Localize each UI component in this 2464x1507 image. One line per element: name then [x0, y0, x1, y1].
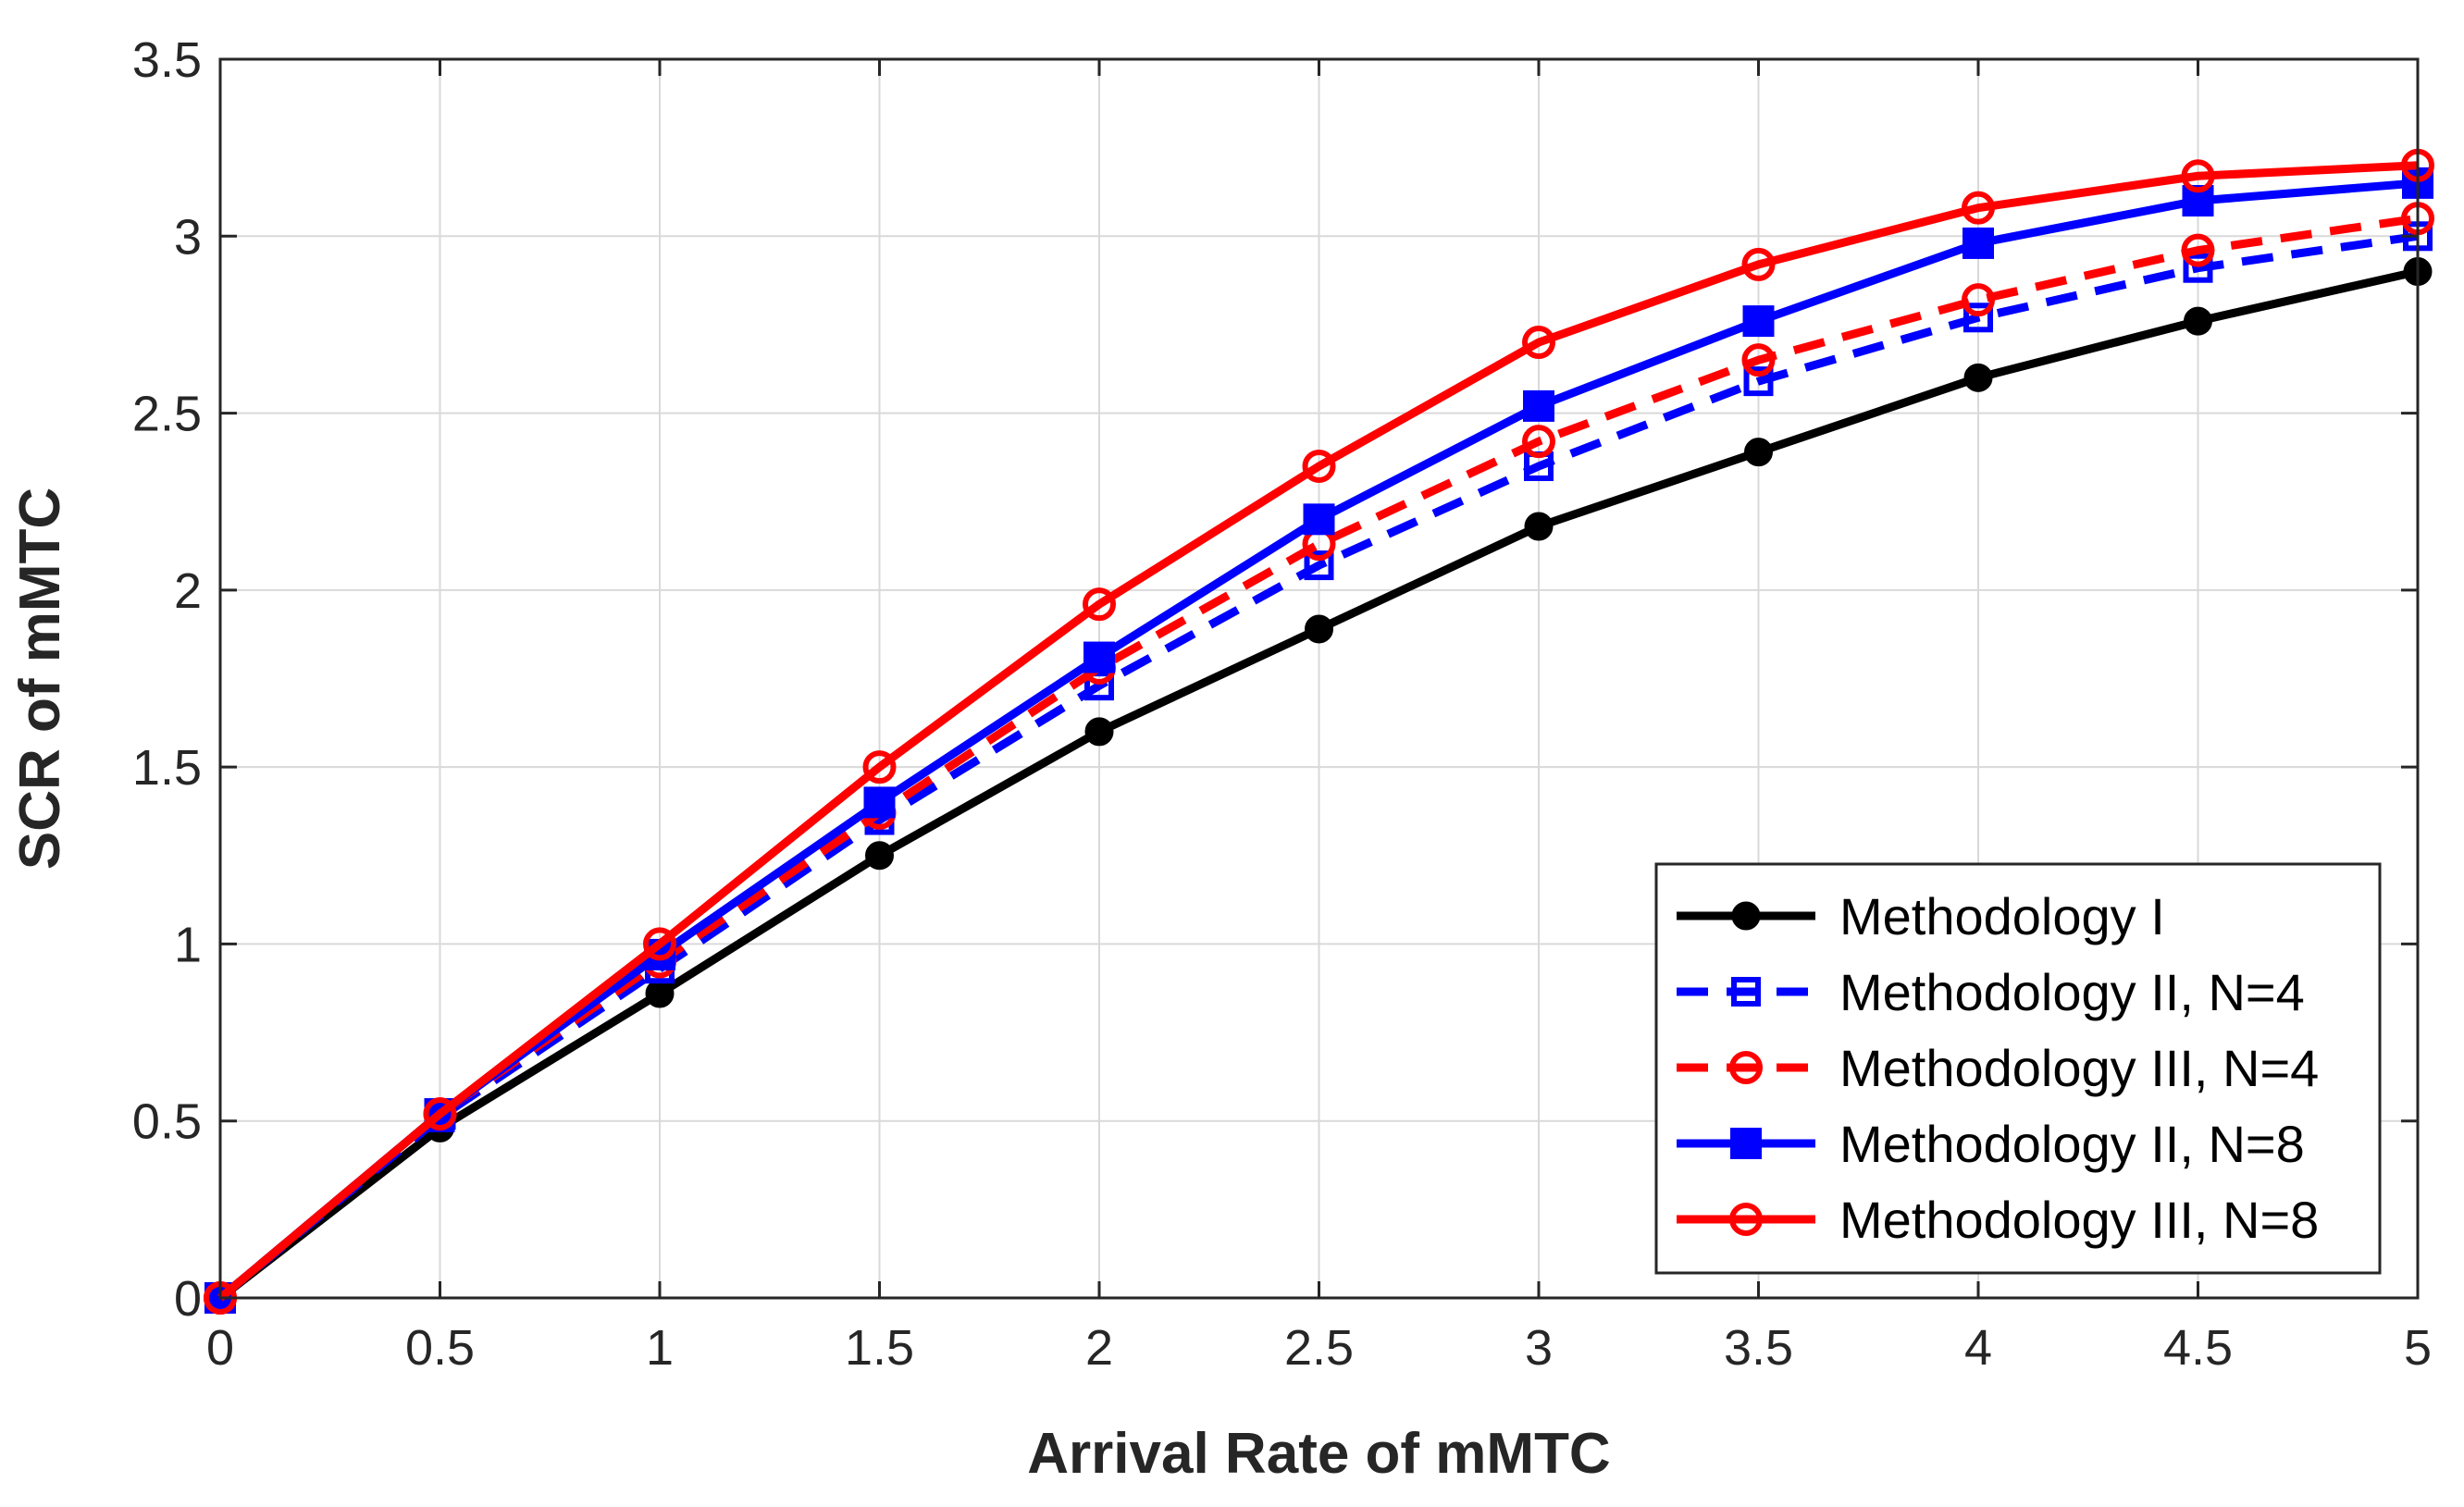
- data-point: [1742, 305, 1775, 338]
- data-point: [2184, 306, 2212, 336]
- data-point: [2183, 253, 2213, 283]
- data-point: [1743, 366, 1774, 397]
- data-point: [863, 786, 896, 819]
- y-tick-label: 3: [174, 209, 202, 265]
- legend-entry: Methodology I: [1677, 887, 2165, 945]
- x-tick-label: 0: [206, 1320, 234, 1376]
- series-line: [217, 161, 2419, 1302]
- data-point: [865, 841, 894, 871]
- x-tick-label: 1.5: [845, 1320, 914, 1376]
- data-point: [1963, 227, 1994, 259]
- x-tick-label: 3: [1525, 1320, 1553, 1376]
- x-tick-label: 4.5: [2163, 1320, 2233, 1376]
- data-point: [1305, 614, 1333, 644]
- data-point: [1744, 438, 1773, 467]
- data-point: [2181, 159, 2215, 193]
- x-axis-label: Arrival Rate of mMTC: [1027, 1422, 1610, 1486]
- data-point: [1741, 247, 1776, 281]
- x-tick-label: 1: [646, 1320, 674, 1376]
- data-point: [1963, 363, 1993, 392]
- legend-entry: Methodology III, N=4: [1677, 1039, 2319, 1097]
- data-point: [1084, 717, 1114, 747]
- legend-entry: Methodology II, N=8: [1677, 1115, 2305, 1173]
- legend: Methodology I Methodology II, N=4 Methodol…: [1654, 862, 2382, 1275]
- y-tick-label: 0.5: [132, 1094, 202, 1150]
- tick-labels: 0 0.5 1 1.5 2 2.5 3 3.5 4 4.5 5 0 0.5 1 1.5 2 2.5 3 3.5: [132, 32, 2432, 1376]
- data-point: [1522, 425, 1555, 459]
- legend-label: Methodology III, N=4: [1839, 1039, 2319, 1097]
- x-tick-label: 4: [1964, 1320, 1992, 1376]
- x-tick-label: 2.5: [1284, 1320, 1354, 1376]
- legend-marker: [1729, 1203, 1763, 1236]
- legend-entry: Methodology II, N=4: [1677, 963, 2305, 1021]
- legend-marker: [1731, 977, 1761, 1007]
- y-tick-label: 1.5: [132, 740, 202, 796]
- data-point: [1962, 283, 1995, 317]
- y-tick-label: 3.5: [132, 32, 202, 88]
- legend-label: Methodology II, N=4: [1839, 963, 2305, 1021]
- data-point: [1524, 512, 1554, 541]
- x-tick-label: 0.5: [405, 1320, 475, 1376]
- data-point: [1303, 503, 1335, 536]
- data-point: [1304, 550, 1334, 581]
- legend-marker: [1731, 901, 1761, 931]
- y-tick-label: 2.5: [132, 387, 202, 442]
- legend-marker: [1729, 1051, 1763, 1084]
- data-point: [643, 927, 676, 961]
- data-point: [2181, 233, 2215, 267]
- y-tick-label: 2: [174, 563, 202, 619]
- legend-label: Methodology III, N=8: [1839, 1191, 2319, 1249]
- x-tick-label: 5: [2404, 1320, 2432, 1376]
- legend-marker: [1730, 1128, 1762, 1159]
- legend-label: Methodology I: [1839, 887, 2165, 945]
- data-point: [645, 979, 675, 1008]
- legend-label: Methodology II, N=8: [1839, 1115, 2305, 1173]
- ticks: [218, 57, 2420, 1300]
- data-point: [1523, 389, 1554, 422]
- series-layer: [204, 148, 2434, 1315]
- data-point: [1302, 449, 1336, 483]
- data-point: [1963, 303, 1993, 333]
- data-point: [862, 750, 897, 784]
- x-tick-label: 2: [1085, 1320, 1113, 1376]
- series-line: [217, 231, 2419, 1302]
- x-tick-label: 3.5: [1724, 1320, 1793, 1376]
- data-point: [423, 1097, 457, 1131]
- data-point: [1741, 343, 1776, 377]
- y-axis-label: SCR of mMTC: [8, 488, 72, 870]
- data-point: [1522, 326, 1555, 360]
- data-point: [1962, 191, 1995, 225]
- legend-entry: Methodology III, N=8: [1677, 1191, 2319, 1249]
- y-tick-label: 1: [174, 917, 202, 972]
- data-point: [1083, 641, 1115, 673]
- y-tick-label: 0: [174, 1271, 202, 1327]
- data-point: [1083, 587, 1116, 622]
- data-point: [1084, 671, 1114, 701]
